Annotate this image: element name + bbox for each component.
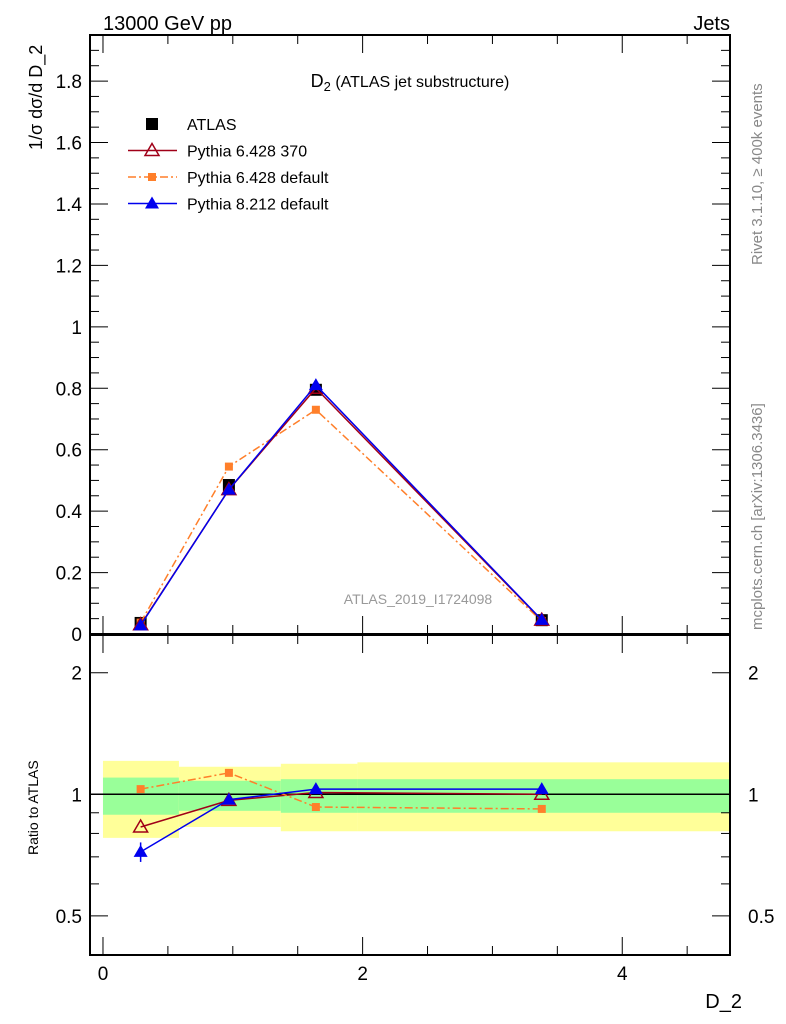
header-left: 13000 GeV pp: [103, 13, 232, 35]
ratio-point-pythia-8-212-default: [534, 782, 549, 795]
y-tick-label: 1.8: [56, 72, 82, 93]
ratio-point-pythia-6-428-370: [132, 818, 149, 833]
ratio-frame: [89, 634, 731, 956]
legend-marker: [146, 118, 158, 130]
uncertainty-band-inner: [102, 777, 179, 815]
ratio-y-tick-label-right: 1: [748, 785, 759, 806]
legend-entry: Pythia 8.212 default: [187, 197, 329, 214]
mcplots-info: mcplots.cern.ch [arXiv:1306.3436]: [749, 403, 766, 630]
legend-marker: [143, 142, 161, 157]
ratio-line-pythia-8-212-default: [140, 788, 542, 853]
y-tick-label: 1.6: [56, 134, 82, 155]
ratio-point-pythia-8-212-default: [308, 782, 323, 795]
ratio-point-pythia-6-428-default: [311, 803, 320, 812]
ratio-point-pythia-8-212-default: [133, 844, 148, 857]
ratio-y-tick-label: 0.5: [56, 907, 82, 928]
x-axis-label: D_2: [705, 991, 742, 1013]
chart-title: D2 (ATLAS jet substructure): [311, 71, 510, 94]
ratio-y-tick-label-right: 0.5: [748, 907, 774, 928]
x-tick-label: 4: [617, 964, 628, 985]
main-point-pythia-8-212-default: [308, 378, 323, 391]
main-point-pythia-6-428-default: [311, 405, 320, 414]
main-frame: [89, 34, 731, 635]
y-tick-label: 0.4: [56, 502, 83, 523]
y-axis-label: 1/σ dσ/d D_2: [26, 45, 47, 150]
legend-entry: ATLAS: [187, 117, 237, 134]
y-tick-label: 0: [71, 625, 82, 646]
ratio-line-pythia-6-428-370: [140, 791, 542, 828]
y-tick-label: 1: [71, 318, 82, 339]
main-point-pythia-8-212-default: [534, 612, 549, 625]
main-point-pythia-8-212-default: [133, 618, 148, 631]
rivet-info: Rivet 3.1.10, ≥ 400k events: [749, 83, 766, 265]
legend-entry: Pythia 6.428 default: [187, 170, 329, 187]
ratio-y-axis-label: Ratio to ATLAS: [25, 760, 41, 855]
ratio-y-tick-label-right: 2: [748, 664, 759, 685]
watermark: ATLAS_2019_I1724098: [344, 591, 493, 607]
y-tick-label: 0.8: [56, 379, 82, 400]
ratio-line-pythia-6-428-default: [140, 772, 542, 810]
x-tick-label: 0: [98, 964, 109, 985]
y-tick-label: 0.2: [56, 564, 82, 585]
ratio-y-tick-label: 2: [71, 664, 82, 685]
legend-marker: [145, 196, 159, 209]
x-tick-label: 2: [357, 964, 368, 985]
main-plot: 0 0.2 0.4 0.6 0.8 1 1.2 1.4 1.6 1.8: [56, 34, 731, 955]
y-tick-label: 0.6: [56, 441, 82, 462]
y-tick-label: 1.2: [56, 256, 82, 277]
ratio-plot: 0 2 4 0.5 0.5 1 1 2 2: [56, 634, 774, 985]
main-point-pythia-6-428-default: [224, 462, 233, 471]
ratio-point-pythia-6-428-default: [537, 804, 546, 813]
header-right: Jets: [693, 13, 730, 35]
y-tick-label: 1.4: [56, 195, 83, 216]
ratio-point-pythia-6-428-default: [224, 768, 233, 777]
ratio-point-pythia-8-212-default: [221, 792, 236, 805]
legend-marker: [148, 173, 156, 181]
main-point-pythia-8-212-default: [221, 482, 236, 495]
main-line-pythia-8-212-default: [140, 384, 543, 626]
ratio-point-pythia-6-428-default: [136, 785, 145, 794]
main-line-pythia-6-428-370: [140, 387, 543, 626]
legend: ATLAS Pythia 6.428 370 Pythia 6.428 defaul…: [128, 117, 329, 214]
legend-entry: Pythia 6.428 370: [187, 144, 307, 161]
ratio-y-tick-label: 1: [71, 785, 82, 806]
